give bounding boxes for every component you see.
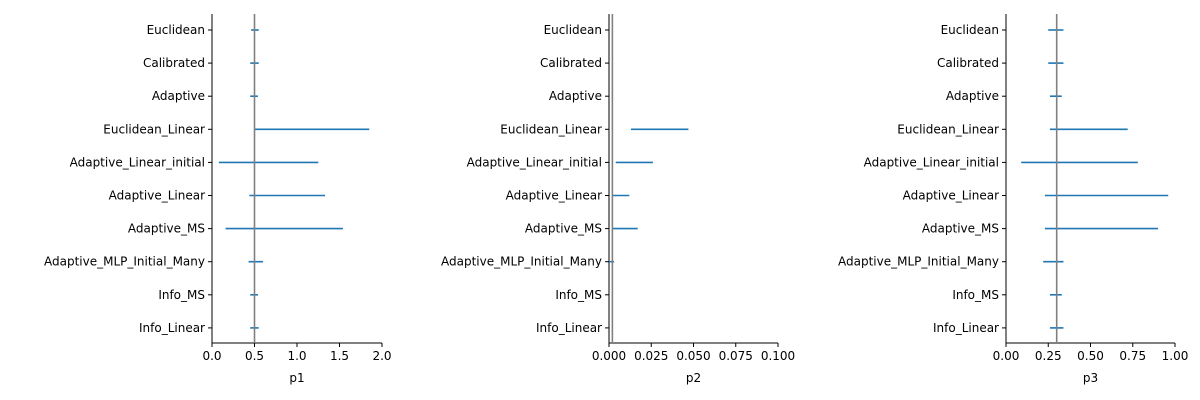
- panel-2-xtick-label: 0.000: [592, 349, 626, 363]
- panel-1-category-label: Adaptive_MLP_Initial_Many: [44, 255, 205, 269]
- panel-1-xtick-label: 1.5: [330, 349, 349, 363]
- panel-3-xlabel: p3: [1083, 371, 1098, 385]
- panel-2-category-label: Euclidean_Linear: [500, 122, 602, 136]
- panel-1-xlabel: p1: [289, 371, 304, 385]
- panel-2-category-label: Adaptive_Linear: [506, 189, 602, 203]
- panel-2-xtick-label: 0.050: [676, 349, 710, 363]
- panel-1-category-label: Adaptive: [152, 89, 205, 103]
- panel-2-xtick-label: 0.025: [634, 349, 668, 363]
- panel-3-xtick-label: 0.75: [1119, 349, 1146, 363]
- panel-2-category-label: Info_MS: [555, 288, 602, 302]
- panel-3-xtick-label: 0.25: [1035, 349, 1062, 363]
- panel-2-category-label: Adaptive: [549, 89, 602, 103]
- panel-3-category-label: Adaptive_Linear: [903, 189, 999, 203]
- panel-1-xtick-label: 0.5: [245, 349, 264, 363]
- panel-2-category-label: Info_Linear: [536, 321, 602, 335]
- panel-2-category-label: Adaptive_Linear_initial: [467, 155, 602, 169]
- panel-1-xtick-label: 2.0: [372, 349, 391, 363]
- panel-2-category-label: Calibrated: [540, 56, 602, 70]
- panel-3-category-label: Euclidean_Linear: [897, 122, 999, 136]
- panel-3-category-label: Adaptive_MS: [922, 222, 999, 236]
- panel-3-category-label: Adaptive_Linear_initial: [864, 155, 999, 169]
- panel-1-xtick-label: 0.0: [202, 349, 221, 363]
- panel-3-category-label: Adaptive: [946, 89, 999, 103]
- panel-1-category-label: Euclidean_Linear: [103, 122, 205, 136]
- panel-1-category-label: Euclidean: [147, 23, 205, 37]
- panel-3-category-label: Calibrated: [937, 56, 999, 70]
- panel-3-xtick-label: 0.50: [1077, 349, 1104, 363]
- panel-2-xtick-label: 0.075: [719, 349, 753, 363]
- panel-3-category-label: Info_Linear: [933, 321, 999, 335]
- panel-1-category-label: Adaptive_MS: [128, 222, 205, 236]
- panel-2-xlabel: p2: [686, 371, 701, 385]
- panel-3-category-label: Adaptive_MLP_Initial_Many: [838, 255, 999, 269]
- panel-3-category-label: Info_MS: [952, 288, 999, 302]
- panel-3-xtick-label: 1.00: [1162, 349, 1189, 363]
- panel-3-xtick-label: 0.00: [993, 349, 1020, 363]
- panel-2-category-label: Adaptive_MLP_Initial_Many: [441, 255, 602, 269]
- panel-3-category-label: Euclidean: [941, 23, 999, 37]
- panel-1-category-label: Adaptive_Linear_initial: [70, 155, 205, 169]
- panel-2-category-label: Adaptive_MS: [525, 222, 602, 236]
- panel-1-category-label: Info_MS: [158, 288, 205, 302]
- panel-1-category-label: Adaptive_Linear: [109, 189, 205, 203]
- panel-1-xtick-label: 1.0: [287, 349, 306, 363]
- panel-1-category-label: Info_Linear: [139, 321, 205, 335]
- panel-2-xtick-label: 0.100: [761, 349, 795, 363]
- panel-2-category-label: Euclidean: [544, 23, 602, 37]
- panel-1-category-label: Calibrated: [143, 56, 205, 70]
